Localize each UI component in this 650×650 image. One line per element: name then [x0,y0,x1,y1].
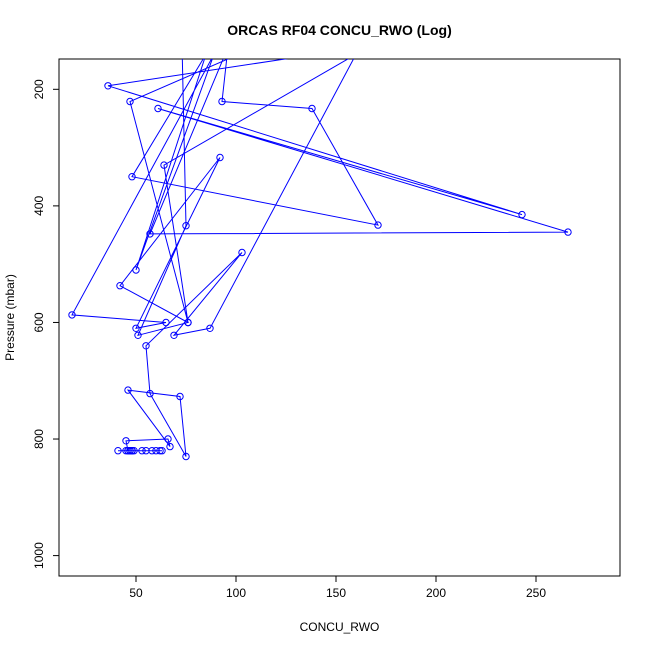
data-point [138,447,146,455]
y-axis: 200 400 600 800 1000 [32,79,59,569]
data-point [206,324,214,332]
data-point [182,452,190,461]
data-point [148,447,156,455]
chart-title: ORCAS RF04 CONCU_RWO (Log) [227,22,452,38]
y-tick-label: 400 [32,196,46,216]
y-tick-label: 600 [32,312,46,332]
data-point [128,447,136,455]
data-point [176,392,184,401]
data-point [238,248,246,257]
x-tick-label: 250 [526,586,546,600]
data-point [184,318,192,327]
y-tick-label: 200 [32,79,46,99]
data-point [156,447,164,455]
data-point [218,97,226,106]
data-point [158,447,166,455]
x-tick-label: 100 [226,586,246,600]
data-point [68,311,76,319]
x-axis: 50 100 150 200 250 [129,576,546,600]
x-axis-label: CONCU_RWO [300,620,380,634]
data-point [154,104,162,113]
plot-frame [58,58,621,577]
data-point [128,173,136,181]
series-line [71,59,569,457]
data-point [116,282,124,290]
data-point [182,222,190,230]
data-point [170,331,178,339]
data-point [142,342,150,350]
data-point [164,435,172,443]
data-point [104,82,112,90]
data-point [146,389,154,398]
data-point [126,447,134,455]
y-tick-label: 1000 [32,542,46,569]
data-point [124,447,132,455]
y-axis-label: Pressure (mbar) [3,274,17,361]
data-point [122,437,130,445]
x-tick-label: 50 [129,586,143,600]
data-point [114,447,122,455]
data-points [68,82,572,461]
data-point [160,161,168,169]
data-point [216,153,224,162]
x-tick-label: 200 [426,586,446,600]
data-point [166,442,174,451]
data-point [518,210,526,219]
data-point [308,104,316,113]
data-point [146,230,154,238]
data-point [124,386,132,394]
data-point [564,228,572,236]
data-point [126,97,134,106]
data-point [162,318,170,327]
x-tick-label: 150 [326,586,346,600]
data-point [132,324,140,332]
y-tick-label: 800 [32,429,46,449]
data-point [134,331,142,339]
data-point [132,266,140,274]
data-point [374,221,382,229]
